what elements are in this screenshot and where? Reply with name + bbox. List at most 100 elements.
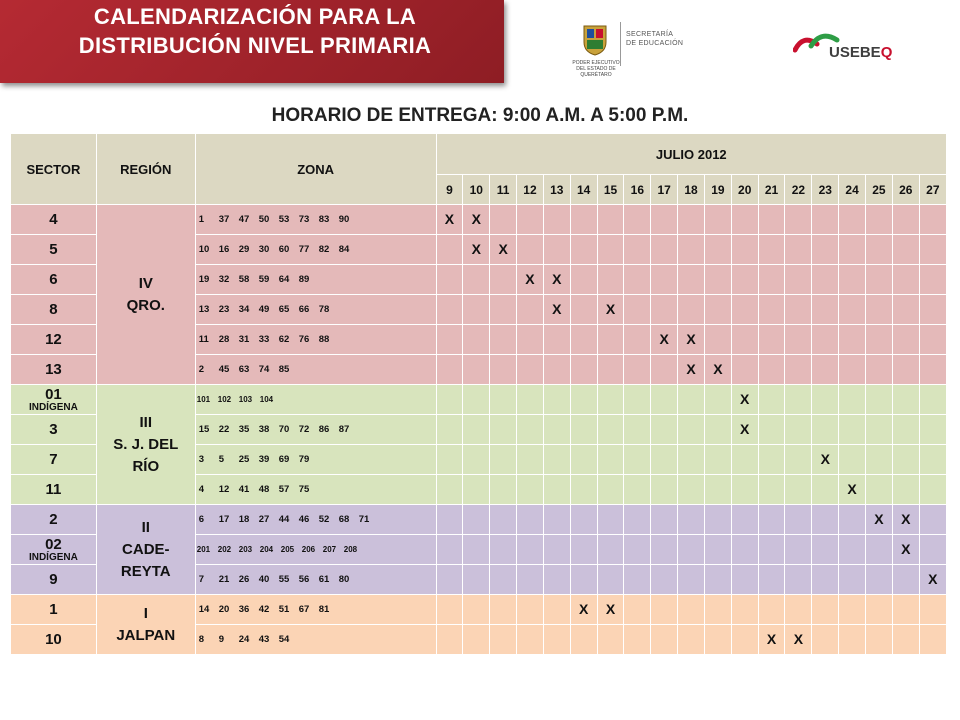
sector-subtype: INDÍGENA [28, 401, 78, 413]
day-cell [784, 414, 813, 445]
day-cell [703, 624, 732, 655]
day-cell [730, 504, 759, 535]
zones-cell: 2 45 63 74 85 [194, 354, 437, 385]
sector-number: 9 [49, 571, 58, 588]
day-cell [623, 234, 652, 265]
zones-cell: 7 21 26 40 55 56 61 80 [194, 564, 437, 595]
zone-number: 69 [278, 454, 290, 465]
zone-number: 24 [238, 634, 250, 645]
region-label-line: JALPAN [116, 626, 176, 644]
day-cell [542, 504, 571, 535]
table-row: 2 II CADE- REYTA 6 17 18 27 44 46 52 68 71 X X [10, 504, 948, 595]
day-cell [650, 204, 679, 235]
sector-cell: 02 INDÍGENA [10, 534, 97, 565]
day-cell [757, 204, 786, 235]
day-cell [516, 504, 544, 535]
zone-number: 50 [258, 214, 270, 225]
delivery-mark: X [901, 540, 911, 557]
table-row: 5 10 16 29 30 60 77 82 84 X X [10, 234, 948, 265]
day-cell: X [596, 294, 625, 325]
day-cell [596, 534, 625, 565]
day-cell [730, 294, 759, 325]
sector-number: 01 [45, 385, 62, 403]
day-cell [542, 324, 571, 355]
day-cell [516, 384, 544, 415]
day-cell [865, 384, 893, 415]
region-label-line: RÍO [132, 457, 160, 475]
day-cell [542, 624, 571, 655]
sector-cell: 1 [10, 594, 97, 625]
day-cell [891, 234, 920, 265]
day-header: 15 [596, 174, 625, 205]
day-cell: X [462, 234, 491, 265]
day-cell [865, 564, 893, 595]
zone-number: 37 [218, 214, 230, 225]
usebeq-logo-icon [793, 33, 840, 53]
zone-number: 58 [238, 274, 250, 285]
day-cell [462, 294, 491, 325]
day-cell [569, 354, 598, 385]
day-cell [650, 264, 679, 295]
day-header: 12 [516, 174, 544, 205]
table-row: 7 3 5 25 39 69 79 X [10, 444, 948, 475]
day-cell [784, 204, 813, 235]
day-header: 11 [489, 174, 518, 205]
day-cell [435, 444, 464, 475]
day-cell [623, 414, 652, 445]
day-cell [784, 474, 813, 505]
day-cell [489, 324, 518, 355]
day-cell [918, 594, 948, 625]
day-cell [811, 564, 840, 595]
table-row: 3 15 22 35 38 70 72 86 87 X [10, 414, 948, 445]
day-cell [838, 354, 867, 385]
zone-number: 2 [198, 364, 205, 375]
day-cell [865, 624, 893, 655]
zone-number: 13 [198, 304, 210, 315]
day-cell [596, 474, 625, 505]
day-cell [462, 534, 491, 565]
day-cell [730, 204, 759, 235]
day-cell [891, 384, 920, 415]
day-cell [489, 444, 518, 475]
day-cell [838, 324, 867, 355]
zones-cell: 201 202 203 204 205 206 207 208 [194, 534, 437, 565]
day-cell [784, 384, 813, 415]
day-cell [489, 624, 518, 655]
day-cell [596, 384, 625, 415]
zone-number: 202 [217, 545, 232, 554]
day-cell [703, 324, 732, 355]
day-cell [784, 504, 813, 535]
day-cell [596, 504, 625, 535]
day-cell [891, 474, 920, 505]
zone-number: 104 [259, 395, 274, 404]
zone-number: 29 [238, 244, 250, 255]
day-cell [569, 414, 598, 445]
day-header: 14 [569, 174, 598, 205]
day-cell [569, 624, 598, 655]
day-cell [865, 444, 893, 475]
day-cell [811, 324, 840, 355]
day-cell [918, 324, 948, 355]
day-cell [757, 564, 786, 595]
day-cell [891, 444, 920, 475]
zone-number: 44 [278, 514, 290, 525]
secretaria-label: SECRETARÍA DE EDUCACIÓN [626, 31, 684, 47]
zone-number: 5 [218, 454, 225, 465]
zone-number: 87 [338, 424, 350, 435]
day-cell [784, 324, 813, 355]
header-zona: ZONA [194, 133, 437, 205]
day-cell [838, 264, 867, 295]
day-cell [891, 354, 920, 385]
day-cell [757, 384, 786, 415]
day-cell [918, 414, 948, 445]
day-cell [489, 504, 518, 535]
day-cell [489, 474, 518, 505]
day-cell [757, 444, 786, 475]
day-cell [569, 504, 598, 535]
day-cell [703, 264, 732, 295]
sector-number: 10 [45, 631, 62, 648]
zone-number: 208 [343, 545, 358, 554]
day-header: 19 [703, 174, 732, 205]
day-cell [596, 444, 625, 475]
delivery-mark: X [552, 300, 562, 317]
